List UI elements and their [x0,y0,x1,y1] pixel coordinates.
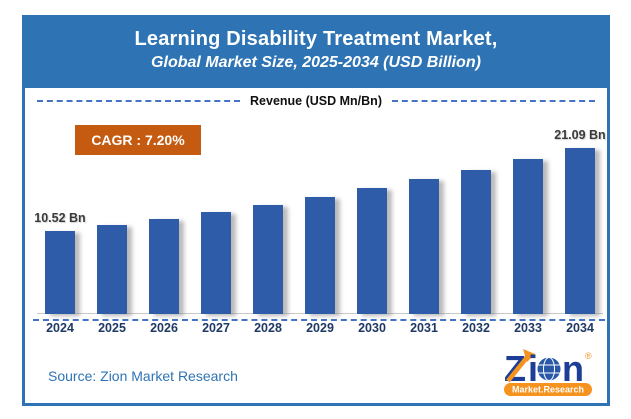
bar-2025 [97,225,127,314]
x-axis-dashed-line [33,319,605,321]
x-tick-2027: 2027 [202,321,230,335]
bar-2034 [565,148,595,314]
bar-2028 [253,205,283,314]
cagr-badge: CAGR : 7.20% [75,125,201,155]
globe-icon [537,357,561,381]
bar-2031 [409,179,439,314]
x-tick-2024: 2024 [46,321,74,335]
bar-2027 [201,212,231,314]
x-tick-2025: 2025 [98,321,126,335]
registered-mark: ® [585,351,592,361]
value-label-2034: 21.09 Bn [554,128,606,142]
zion-logo: Z i n ® Market.Research [504,348,592,396]
logo-tagline-banner [504,383,592,396]
value-label-2024: 10.52 Bn [34,211,86,225]
logo-letter-n: n [562,348,584,389]
x-tick-2031: 2031 [410,321,438,335]
dashed-line-right [391,100,596,102]
logo-letter-i: i [528,348,538,389]
dashed-line-left [37,100,241,102]
x-tick-2028: 2028 [254,321,282,335]
bar-2033 [513,159,543,314]
x-tick-2034: 2034 [566,321,594,335]
title-banner: Learning Disability Treatment Market, Gl… [22,15,610,85]
bar-2032 [461,170,491,314]
chart-title: Learning Disability Treatment Market, [134,28,498,50]
x-tick-2029: 2029 [306,321,334,335]
bar-2026 [149,219,179,314]
source-text: Source: Zion Market Research [48,368,238,384]
bar-2030 [357,188,387,314]
bar-2029 [305,197,335,314]
chart-subtitle: Global Market Size, 2025-2034 (USD Billi… [151,54,481,71]
logo-tagline: Market.Research [512,385,584,395]
globe-meridian-icon [543,357,555,381]
x-tick-2032: 2032 [462,321,490,335]
axis-title: Revenue (USD Mn/Bn) [250,94,382,108]
x-tick-2026: 2026 [150,321,178,335]
bar-chart: 2024 10.52 Bn 2025 2026 2027 2028 2029 2030 2031… [25,88,607,335]
axis-title-row: Revenue (USD Mn/Bn) [25,93,607,109]
x-tick-2030: 2030 [358,321,386,335]
bar-2024 [45,231,75,314]
x-tick-2033: 2033 [514,321,542,335]
logo-letter-z: Z [504,348,526,389]
chart-panel: Revenue (USD Mn/Bn) CAGR : 7.20% 2024 10.… [22,85,610,406]
logo-arrow-shaft-icon [506,354,530,383]
logo-arrow-head-icon [523,349,535,362]
